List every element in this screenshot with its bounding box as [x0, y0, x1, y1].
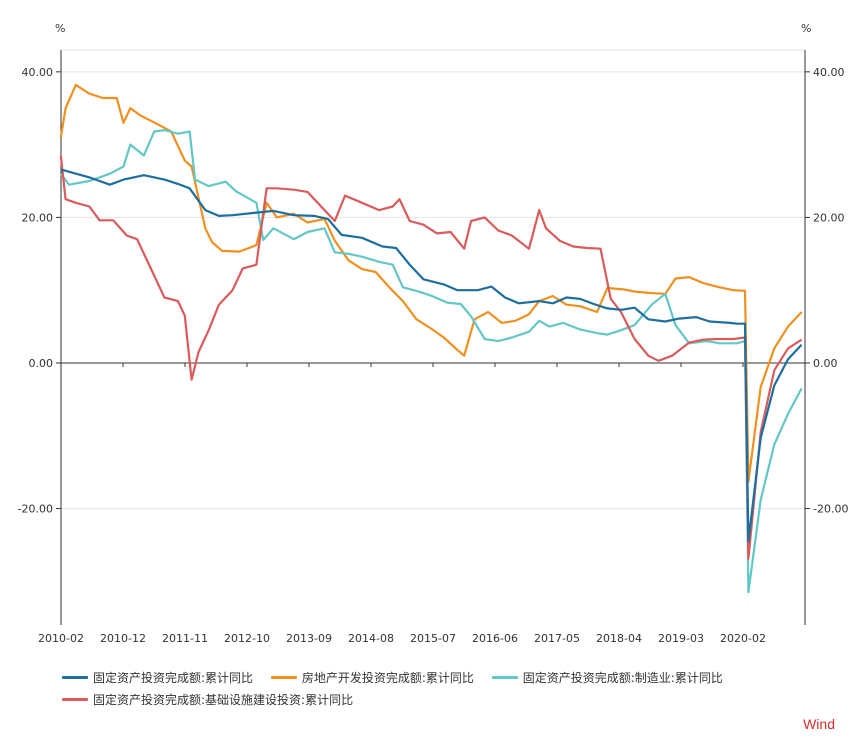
gridlines: [61, 49, 805, 510]
legend-label: 固定资产投资完成额:基础设施建设投资:累计同比: [93, 692, 354, 707]
y-tick-label-right: 20.00: [813, 211, 845, 224]
series-line: [59, 129, 803, 594]
y-tick-label-left: 20.00: [22, 211, 54, 224]
y-tick-labels: -20.00 -20.00 0.00 0.00 20.00 20.00 40.00 40.00: [18, 66, 849, 516]
left-unit-label: %: [55, 22, 65, 35]
legend-label: 固定资产投资完成额:制造业:累计同比: [522, 670, 723, 685]
series-line: [59, 83, 803, 483]
legend-item-infrastructure[interactable]: 固定资产投资完成额:基础设施建设投资:累计同比: [62, 688, 353, 710]
x-tick-label: 2016-06: [472, 632, 518, 645]
x-tick-label: 2010-12: [100, 632, 146, 645]
x-tick-label: 2010-02: [38, 632, 84, 645]
y-tick-label-right: 40.00: [813, 66, 845, 79]
legend-item-manufacturing[interactable]: 固定资产投资完成额:制造业:累计同比: [491, 666, 723, 688]
x-tick-label: 2015-07: [410, 632, 456, 645]
y-tick-label-right: -20.00: [813, 503, 848, 516]
axes: [56, 50, 810, 625]
series-line: [59, 155, 803, 560]
legend-item-fai[interactable]: 固定资产投资完成额:累计同比: [62, 666, 253, 688]
x-tick-label: 2014-08: [348, 632, 394, 645]
series-line: [60, 168, 803, 543]
x-tick-label: 2011-11: [162, 632, 208, 645]
x-tick-labels: 2010-02 2010-12 2011-11 2012-10 2013-09 2014-…: [38, 632, 766, 645]
x-tick-label: 2020-02: [720, 632, 766, 645]
legend-swatch: [270, 675, 297, 679]
y-tick-label-left: -20.00: [18, 503, 53, 516]
x-tick-label: 2019-03: [658, 632, 704, 645]
x-tick-label: 2018-04: [596, 632, 642, 645]
legend-item-real-estate[interactable]: 房地产开发投资完成额:累计同比: [270, 666, 474, 688]
legend-swatch: [62, 675, 88, 679]
x-tick-label: 2017-05: [534, 632, 580, 645]
y-tick-label-left: 0.00: [29, 357, 54, 370]
y-tick-label-left: 40.00: [22, 66, 54, 79]
x-tick-label: 2012-10: [224, 632, 270, 645]
legend: 固定资产投资完成额:累计同比 房地产开发投资完成额:累计同比 固定资产投资完成额…: [62, 666, 822, 710]
y-tick-label-right: 0.00: [813, 357, 838, 370]
series-lines: [59, 83, 803, 594]
legend-label: 固定资产投资完成额:累计同比: [93, 670, 254, 685]
wind-brand-logo: Wind: [803, 716, 835, 732]
right-unit-label: %: [801, 22, 811, 35]
line-chart: % % -20.00 -20.00 0.00 0.00 20.00 20.00 40.00 4…: [18, 22, 849, 645]
x-tick-label: 2013-09: [286, 632, 332, 645]
legend-label: 房地产开发投资完成额:累计同比: [301, 670, 474, 685]
legend-swatch: [491, 675, 518, 679]
legend-swatch: [62, 697, 88, 701]
